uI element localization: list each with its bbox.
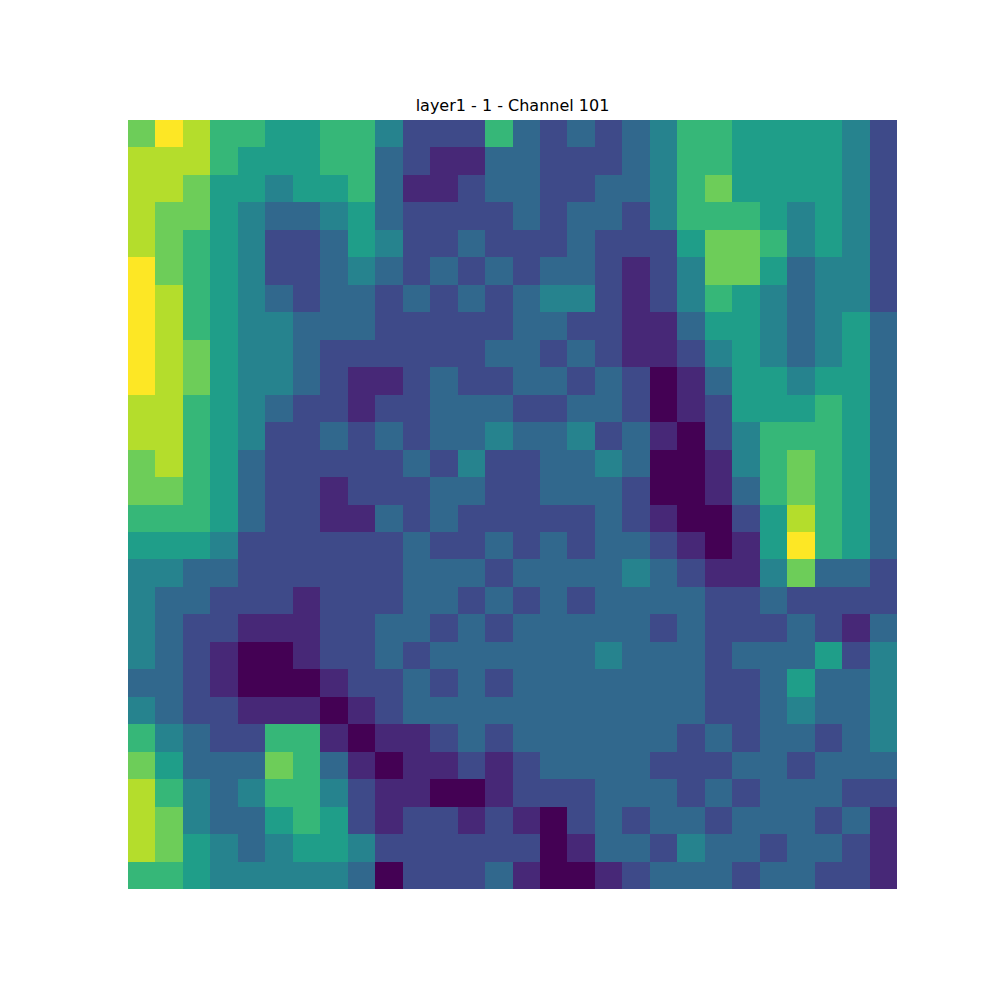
svg-text:layer1 - 1 - Channel 101: layer1 - 1 - Channel 101 bbox=[416, 96, 610, 115]
